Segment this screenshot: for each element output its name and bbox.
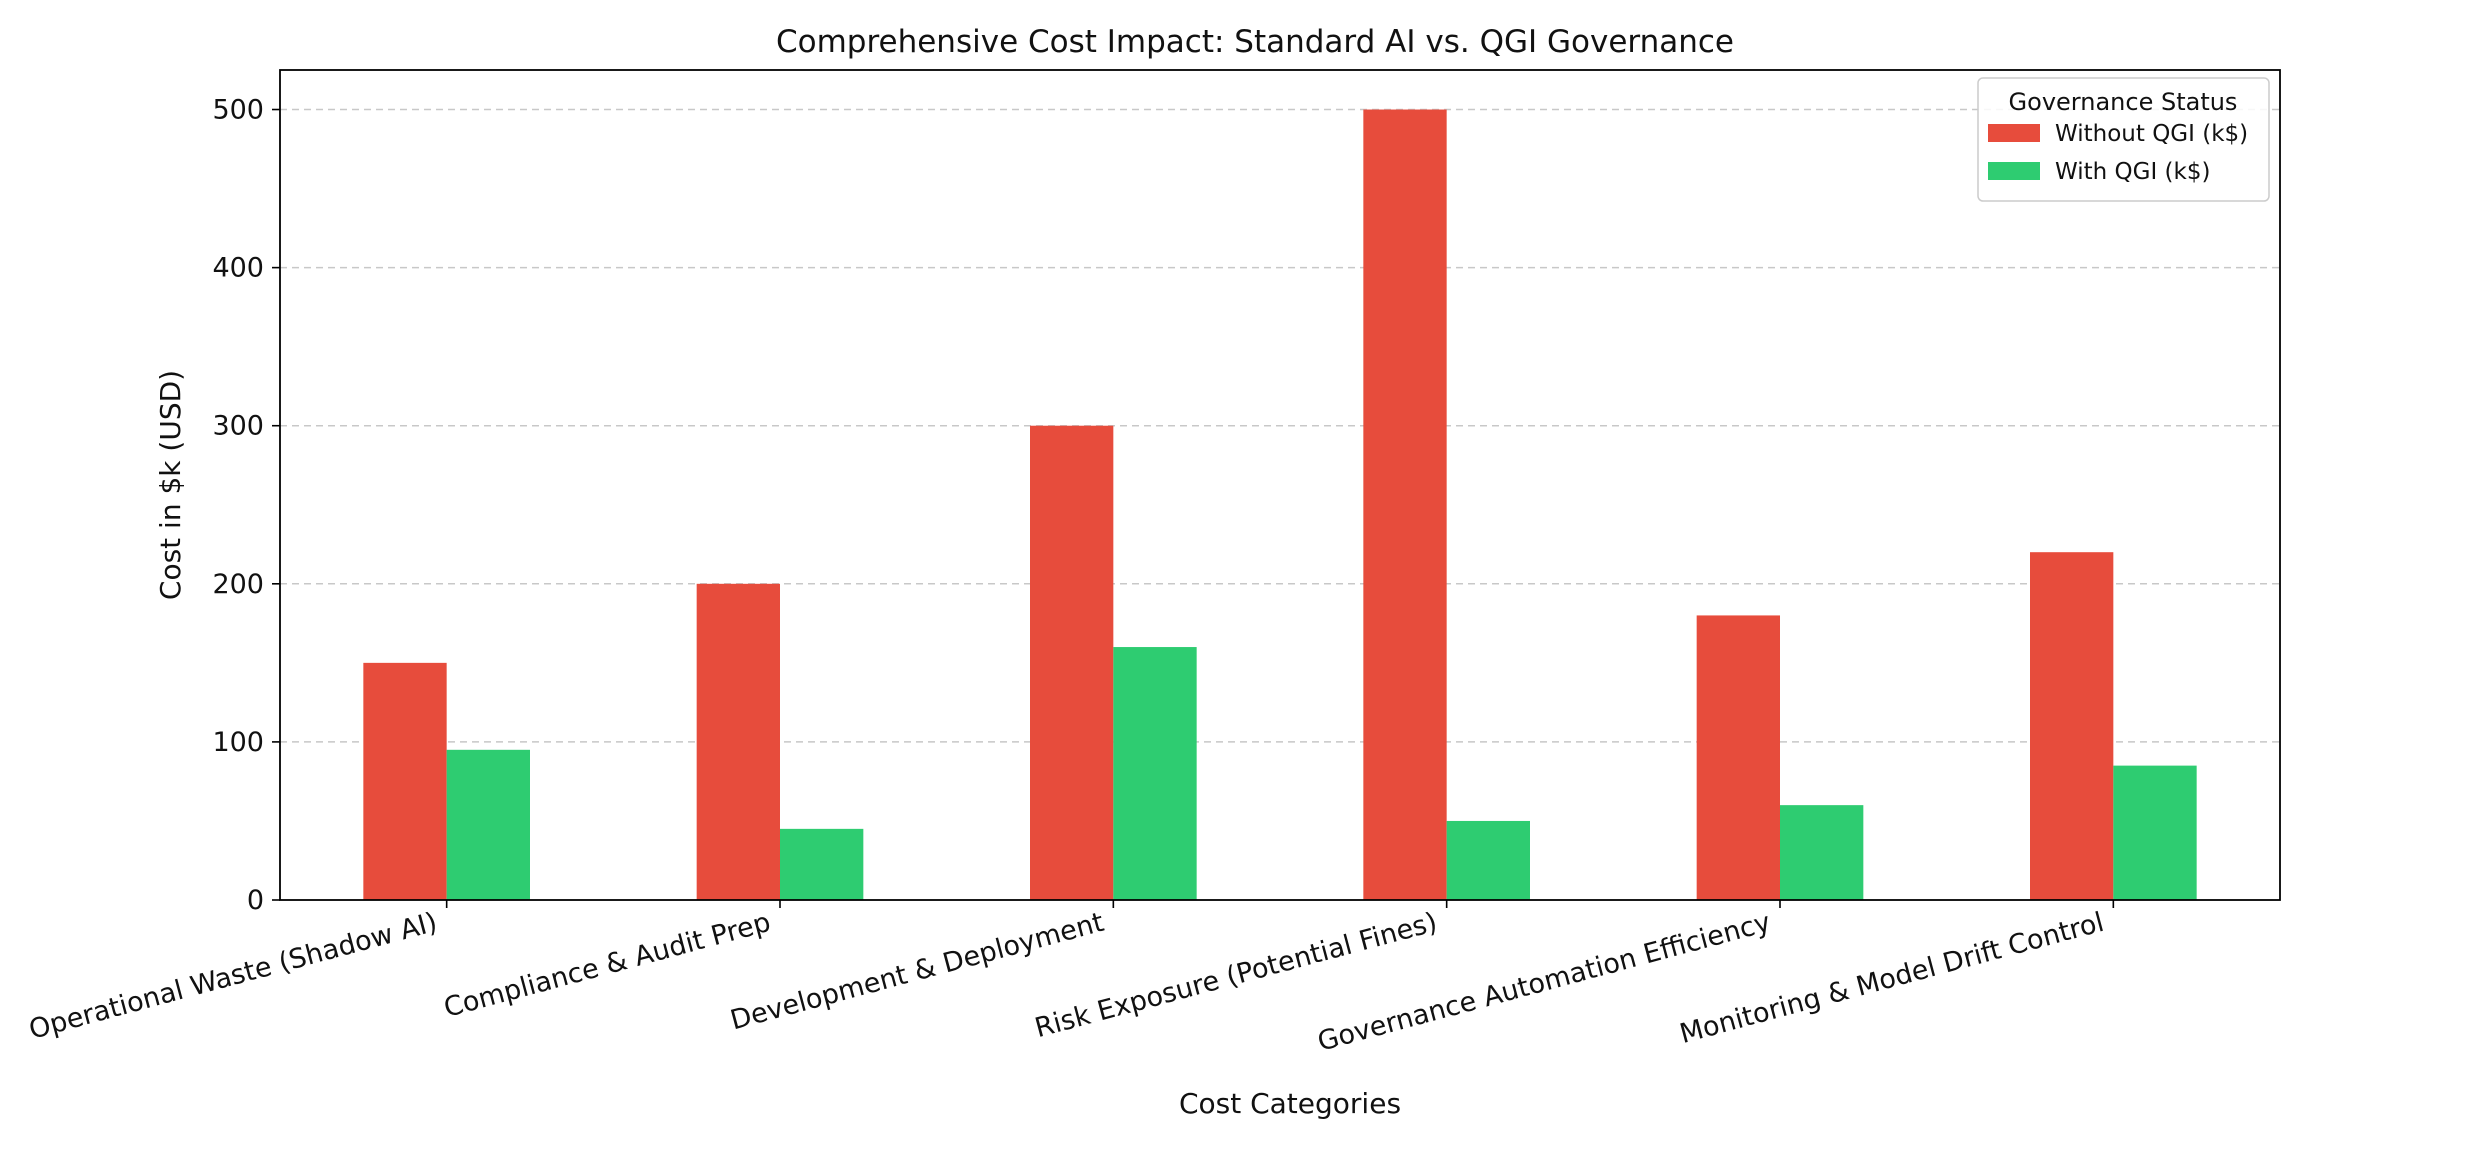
bar-with-qgi — [1113, 647, 1196, 900]
bar-with-qgi — [1780, 805, 1863, 900]
chart-title: Comprehensive Cost Impact: Standard AI v… — [776, 24, 1734, 60]
bar-without-qgi — [1363, 110, 1446, 900]
x-tick-label: Operational Waste (Shadow AI) — [26, 907, 441, 1046]
bar-with-qgi — [1447, 821, 1530, 900]
y-tick-label: 200 — [212, 569, 264, 600]
bar-without-qgi — [2030, 552, 2113, 900]
legend-title: Governance Status — [2009, 88, 2238, 116]
bars — [363, 110, 2196, 900]
bar-without-qgi — [363, 663, 446, 900]
legend-swatch — [1988, 162, 2040, 180]
legend-swatch — [1988, 124, 2040, 142]
y-axis: 0 100 200 300 400 500 — [212, 95, 280, 916]
x-axis-title: Cost Categories — [1179, 1087, 1401, 1120]
y-tick-label: 0 — [247, 885, 264, 916]
bar-with-qgi — [780, 829, 863, 900]
bar-without-qgi — [697, 584, 780, 900]
bar-without-qgi — [1697, 615, 1780, 900]
x-axis: Operational Waste (Shadow AI) Compliance … — [26, 900, 2114, 1058]
y-tick-label: 400 — [212, 253, 264, 284]
bar-with-qgi — [2113, 766, 2196, 900]
legend-label: With QGI (k$) — [2055, 159, 2210, 185]
legend: Governance Status Without QGI (k$) With Q… — [1978, 78, 2269, 201]
y-tick-label: 500 — [212, 95, 264, 126]
y-axis-title: Cost in $k (USD) — [154, 370, 187, 600]
grid-lines — [280, 110, 2280, 742]
bar-without-qgi — [1030, 426, 1113, 900]
legend-label: Without QGI (k$) — [2055, 121, 2248, 147]
y-tick-label: 100 — [212, 727, 264, 758]
y-tick-label: 300 — [212, 411, 264, 442]
bar-with-qgi — [447, 750, 530, 900]
x-tick-label: Compliance & Audit Prep — [441, 907, 774, 1024]
